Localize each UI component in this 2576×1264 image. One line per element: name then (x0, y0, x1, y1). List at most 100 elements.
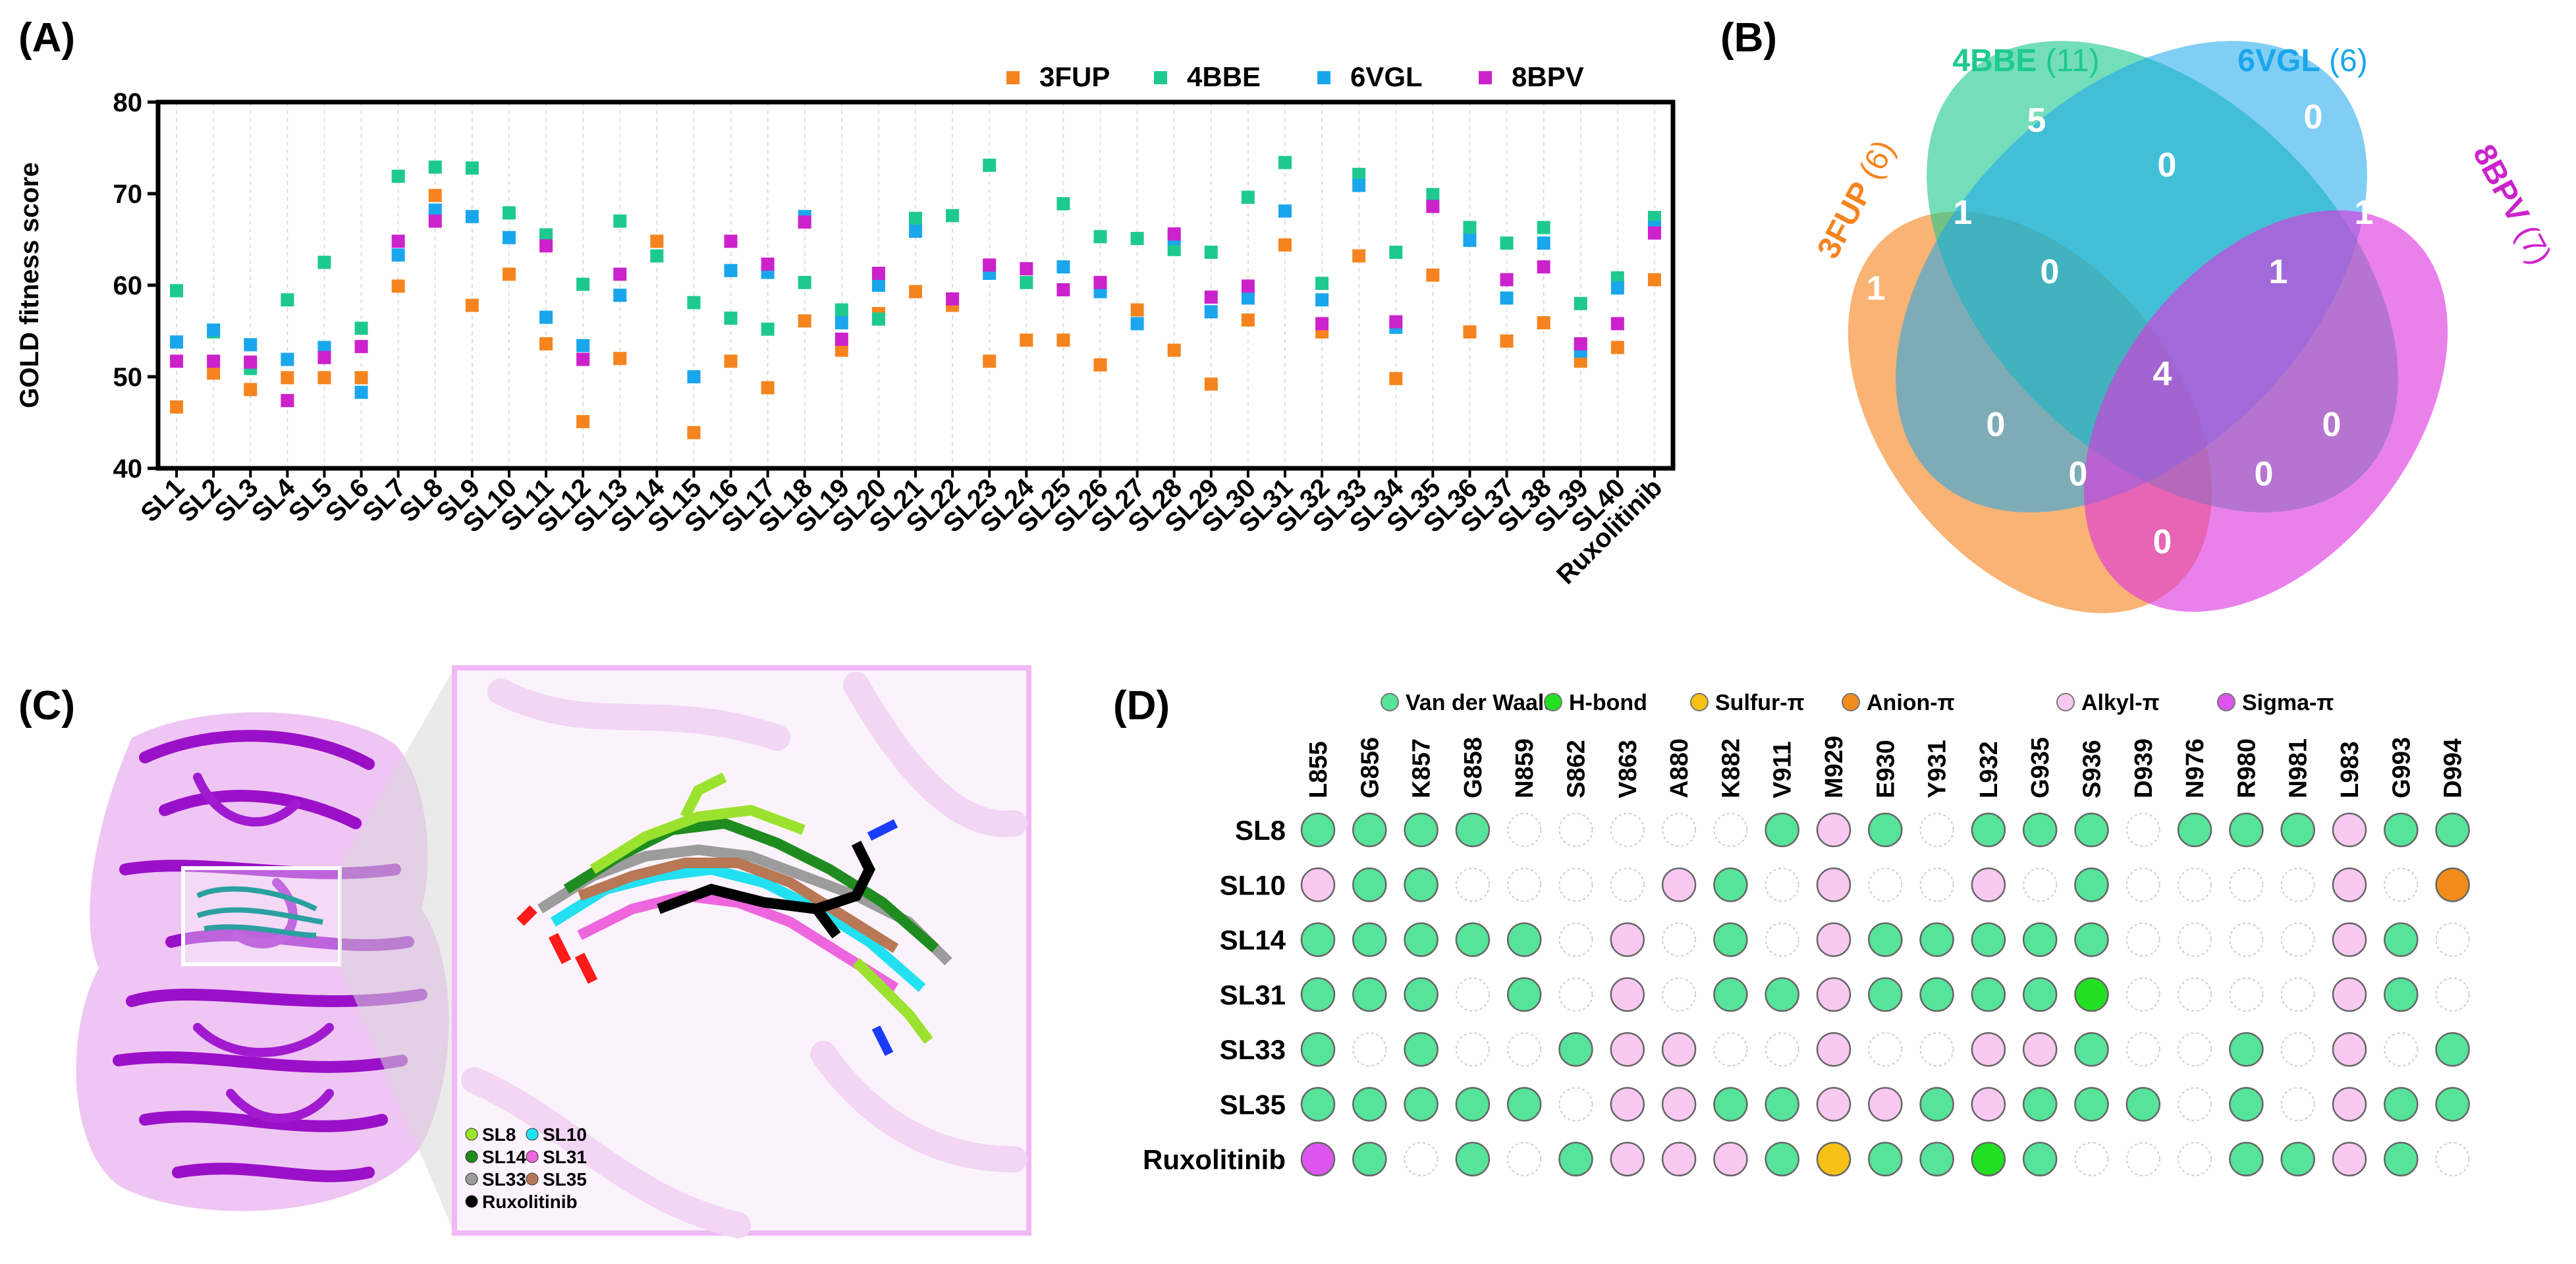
a-point-4bbe (1093, 230, 1107, 244)
interaction-cell-empty (1404, 1141, 1439, 1176)
interaction-cell-empty (2125, 922, 2160, 957)
a-point-3fup (244, 383, 258, 397)
interaction-cell-alkyl (1610, 1141, 1645, 1177)
a-point-8bpv (281, 394, 294, 408)
venn-region-value: 1 (1954, 194, 1973, 232)
interaction-cell-alkyl (2332, 977, 2367, 1012)
a-point-3fup (1574, 354, 1587, 368)
a-point-4bbe (1610, 271, 1624, 285)
a-point-4bbe (650, 249, 664, 263)
interaction-cell-vdw (1506, 977, 1542, 1012)
a-point-3fup (835, 343, 848, 357)
interaction-cell-vdw (2074, 1087, 2109, 1122)
docking-legend-marker (526, 1150, 539, 1163)
interaction-cell-vdw (1352, 867, 1387, 902)
a-point-8bpv (354, 340, 368, 354)
a-point-4bbe (354, 321, 368, 335)
interaction-cell-alkyl (2332, 867, 2367, 902)
a-point-3fup (502, 267, 516, 281)
legend-label-vdw: Van der Waals (1406, 690, 1556, 715)
a-point-8bpv (724, 234, 738, 248)
venn-region-value: 5 (2027, 101, 2046, 140)
interaction-cell-vdw (1404, 1087, 1439, 1122)
a-point-4bbe (1500, 236, 1514, 250)
a-point-4bbe (909, 211, 922, 225)
a-point-8bpv (613, 267, 627, 281)
interaction-cell-vdw (1765, 1141, 1799, 1177)
interaction-cell-alkyl (1816, 867, 1851, 902)
interaction-cell-vdw (1971, 977, 2006, 1012)
interaction-cell-empty (2229, 977, 2264, 1012)
a-point-4bbe (428, 160, 442, 174)
interaction-cell-empty (2178, 867, 2212, 902)
interaction-cell-vdw (1506, 1087, 1542, 1122)
a-point-8bpv (1574, 337, 1587, 350)
interaction-cell-empty (1455, 1032, 1490, 1067)
interaction-cell-empty (2280, 867, 2315, 902)
a-point-3fup (761, 381, 775, 395)
interaction-cell-vdw (1404, 977, 1439, 1012)
interaction-cell-alkyl (1816, 812, 1851, 848)
a-point-4bbe (1426, 188, 1440, 202)
a-y-axis-label: GOLD fitness score (15, 162, 44, 408)
interaction-cell-vdw (2022, 1087, 2058, 1122)
interaction-cell-empty (1919, 867, 1954, 902)
interaction-cell-empty (1507, 867, 1542, 902)
svg-text:6VGL (6): 6VGL (6) (2237, 43, 2367, 78)
a-point-3fup (354, 371, 368, 385)
a-point-3fup (1241, 313, 1255, 327)
interaction-cell-vdw (1352, 812, 1387, 848)
legend-marker-vdw (1381, 693, 1399, 711)
interaction-cell-vdw (1455, 812, 1491, 848)
interaction-cell-vdw (2435, 1031, 2470, 1067)
interaction-cell-empty (2125, 977, 2160, 1012)
a-point-8bpv (1204, 290, 1218, 304)
venn-label-4bbe: 4BBE (11) (1952, 43, 2099, 78)
interaction-cell-hbond (1971, 1141, 2006, 1177)
interaction-cell-empty (2435, 1141, 2470, 1176)
interaction-cell-vdw (1868, 922, 1903, 957)
a-point-6vgl (1204, 305, 1218, 319)
interaction-cell-empty (2178, 1087, 2212, 1122)
panel-d-interactions: (D) Van der Waals H-bond Sulfur-π Anion-π Al… (1113, 683, 2470, 1177)
a-point-3fup (1020, 333, 1033, 347)
a-point-8bpv (170, 354, 184, 368)
a-point-8bpv (428, 214, 442, 228)
a-point-6vgl (1500, 291, 1514, 305)
a-point-4bbe (1352, 167, 1366, 181)
legend-label-sigma: Sigma-π (2242, 690, 2334, 715)
venn-region-value: 0 (1987, 406, 2006, 444)
interaction-cell-empty (2023, 867, 2058, 902)
a-point-6vgl (391, 248, 405, 262)
interaction-cell-vdw (2384, 922, 2419, 957)
a-point-4bbe (1204, 245, 1218, 259)
ligand-label: SL14 (1220, 925, 1286, 956)
interaction-cell-vdw (2074, 1031, 2109, 1067)
a-point-6vgl (576, 339, 590, 352)
a-point-3fup (724, 354, 738, 368)
docking-legend-marker (465, 1195, 478, 1208)
interaction-cell-alkyl (2332, 1031, 2367, 1067)
legend-marker-sigma (2217, 693, 2235, 711)
residue-label: V863 (1614, 740, 1642, 798)
a-point-6vgl (1130, 317, 1144, 331)
a-point-4bbe (576, 277, 590, 291)
residue-label: L983 (2336, 741, 2364, 798)
interaction-cell-alkyl (1816, 977, 1851, 1012)
a-point-4bbe (539, 228, 553, 242)
a-point-4bbe (317, 256, 331, 269)
a-point-3fup (539, 337, 553, 350)
interaction-cell-vdw (2125, 1087, 2161, 1122)
residue-label: S862 (1563, 740, 1591, 798)
a-legend-marker-8bpv (1479, 71, 1492, 84)
binding-site-ligands-image (461, 672, 1028, 1238)
a-point-3fup (650, 234, 664, 248)
a-point-8bpv (539, 239, 553, 253)
a-y-tick-label: 80 (113, 88, 143, 117)
interaction-cell-empty (1713, 1032, 1748, 1067)
interaction-cell-empty (2125, 1032, 2160, 1067)
a-point-6vgl (502, 231, 516, 244)
a-point-4bbe (170, 284, 184, 298)
interaction-cell-vdw (2229, 812, 2264, 848)
